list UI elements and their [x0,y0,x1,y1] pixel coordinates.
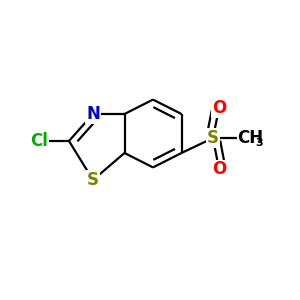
Text: 3: 3 [256,138,263,148]
Text: O: O [212,99,226,117]
Text: Cl: Cl [30,132,48,150]
Text: S: S [87,171,99,189]
Text: N: N [86,105,100,123]
Text: O: O [212,160,226,178]
Text: CH: CH [237,129,263,147]
Text: S: S [207,129,219,147]
